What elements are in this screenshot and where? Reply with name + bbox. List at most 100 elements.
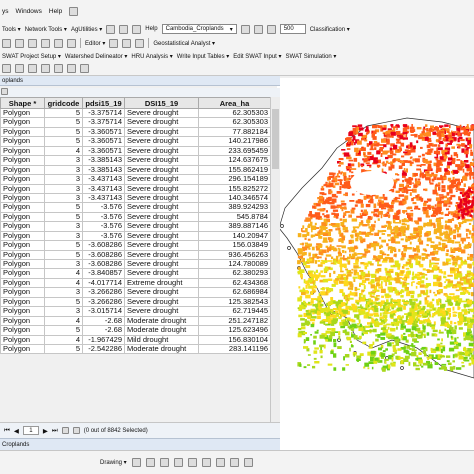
next-record-icon[interactable]: ▶ [42,427,48,435]
cell-gridcode[interactable]: 3 [44,221,83,232]
find-icon[interactable] [119,24,129,34]
column-header-pdsi[interactable]: pdsi15_19 [82,97,125,109]
help-button[interactable]: Help [145,26,158,32]
cell-shape[interactable]: Polygon [0,268,45,279]
cell-dsi[interactable]: Severe drought [124,145,199,157]
record-number-input[interactable]: 1 [22,426,39,435]
cell-gridcode[interactable]: 5 [44,325,83,336]
cell-dsi[interactable]: Severe drought [124,155,199,166]
cell-gridcode[interactable]: 4 [44,145,83,157]
cell-pdsi[interactable]: -3.576 [82,230,125,242]
cell-dsi[interactable]: Severe drought [124,306,199,317]
sketch-icon[interactable] [122,38,132,48]
cell-area[interactable]: 389.887146 [198,221,271,232]
cell-dsi[interactable]: Severe drought [124,183,199,194]
edit-swat-input-menu[interactable]: Edit SWAT Input ▾ [233,53,282,60]
cell-pdsi[interactable]: -3.266286 [82,287,125,298]
cell-area[interactable]: 545.8784 [198,211,271,223]
cell-area[interactable]: 62.434368 [198,277,271,289]
cell-pdsi[interactable]: -3.608286 [82,258,125,270]
font-icon[interactable] [187,458,197,467]
cell-gridcode[interactable]: 3 [44,174,83,185]
cell-area[interactable]: 155.825272 [198,183,271,194]
text-icon[interactable] [173,458,183,467]
table-options-icon[interactable] [1,88,8,95]
cell-dsi[interactable]: Moderate drought [124,343,199,355]
swat-simulation-menu[interactable]: SWAT Simulation ▾ [285,53,337,60]
table-scrollbar[interactable] [270,97,280,422]
pan-hand-icon[interactable] [28,38,37,48]
menu-item-analysis[interactable]: ys [2,7,9,15]
table-row[interactable]: Polygon 3 -3.576 Severe drought 389.887146 [0,221,271,232]
cell-gridcode[interactable]: 3 [44,230,83,242]
cell-gridcode[interactable]: 3 [44,306,83,317]
cell-area[interactable]: 156.830104 [198,334,271,345]
table-row[interactable]: Polygon 3 -3.576 Severe drought 140.20947 [0,230,271,242]
cell-area[interactable]: 155.862419 [198,164,271,176]
cell-pdsi[interactable]: -3.576 [82,202,125,213]
cell-pdsi[interactable]: -3.576 [82,211,125,223]
cell-shape[interactable]: Polygon [0,221,45,232]
table-row[interactable]: Polygon 5 -3.266286 Severe drought 125.38254… [0,296,271,308]
back-icon[interactable] [54,38,63,48]
table-row[interactable]: Polygon 5 -2.68 Moderate drought 125.623496 [0,325,271,336]
cell-shape[interactable]: Polygon [0,258,45,270]
scrollbar-thumb[interactable] [272,109,279,169]
drawing-menu[interactable]: Drawing ▾ [100,460,127,466]
cell-pdsi[interactable]: -2.542286 [82,343,125,355]
python-icon[interactable] [69,6,79,16]
cell-shape[interactable]: Polygon [0,136,45,147]
cell-shape[interactable]: Polygon [0,343,45,355]
cell-shape[interactable]: Polygon [0,211,45,223]
zoom-to-selected-icon[interactable] [67,64,76,73]
cell-dsi[interactable]: Severe drought [124,287,199,298]
cell-gridcode[interactable]: 5 [44,296,83,308]
cell-dsi[interactable]: Severe drought [124,240,199,251]
cell-area[interactable]: 125.382543 [198,296,271,308]
rectangle-icon[interactable] [159,458,169,467]
table-options-icon[interactable] [2,64,11,73]
cell-shape[interactable]: Polygon [0,315,45,327]
cell-shape[interactable]: Polygon [0,164,45,176]
cell-area[interactable]: 936.456263 [198,249,271,261]
cell-dsi[interactable]: Mild drought [124,334,199,345]
table-row[interactable]: Polygon 4 -1.967429 Mild drought 156.830104 [0,334,271,345]
cell-dsi[interactable]: Severe drought [124,192,199,204]
forward-icon[interactable] [67,38,76,48]
cell-pdsi[interactable]: -3.360571 [82,136,125,147]
cell-dsi[interactable]: Moderate drought [124,315,199,327]
bold-icon[interactable] [201,458,211,467]
network-tools-menu[interactable]: Network Tools ▾ [24,26,67,33]
table-row[interactable]: Polygon 3 -3.437143 Severe drought 140.34657… [0,192,271,204]
table-row[interactable]: Polygon 4 -3.360571 Severe drought 233.69545… [0,145,271,157]
select-by-attributes-icon[interactable] [28,64,37,73]
zoom-icon[interactable] [266,24,276,34]
swat-project-setup-menu[interactable]: SWAT Project Setup ▾ [2,53,61,60]
table-tab[interactable]: Croplands [0,438,280,450]
cell-pdsi[interactable]: -3.360571 [82,145,125,157]
cell-area[interactable]: 124.780089 [198,258,271,270]
cell-pdsi[interactable]: -3.375714 [82,117,125,128]
cell-pdsi[interactable]: -3.608286 [82,249,125,261]
cell-dsi[interactable]: Extreme drought [124,277,199,289]
zoom-in-icon[interactable] [2,38,11,48]
previous-record-icon[interactable]: ◀ [13,427,19,435]
write-input-tables-menu[interactable]: Write Input Tables ▾ [176,53,230,60]
cell-pdsi[interactable]: -3.266286 [82,296,125,308]
cell-gridcode[interactable]: 3 [44,183,83,194]
cell-dsi[interactable]: Severe drought [124,107,199,119]
cell-dsi[interactable]: Severe drought [124,268,199,279]
cell-area[interactable]: 62.719445 [198,306,271,317]
cell-shape[interactable]: Polygon [0,192,45,204]
table-row[interactable]: Polygon 5 -3.576 Severe drought 389.924293 [0,202,271,213]
select-icon[interactable] [240,24,250,34]
cell-area[interactable]: 77.882184 [198,126,271,138]
cell-gridcode[interactable]: 5 [44,343,83,355]
table-row[interactable]: Polygon 3 -3.608286 Severe drought 124.78008… [0,258,271,270]
cell-area[interactable]: 125.623496 [198,325,271,336]
cell-shape[interactable]: Polygon [0,287,45,298]
agutilities-menu[interactable]: AgUtilities ▾ [70,26,103,33]
table-row[interactable]: Polygon 4 -4.017714 Extreme drought 62.43436… [0,277,271,289]
clear-selection-icon[interactable] [54,64,63,73]
table-row[interactable]: Polygon 3 -3.437143 Severe drought 155.82527… [0,183,271,194]
